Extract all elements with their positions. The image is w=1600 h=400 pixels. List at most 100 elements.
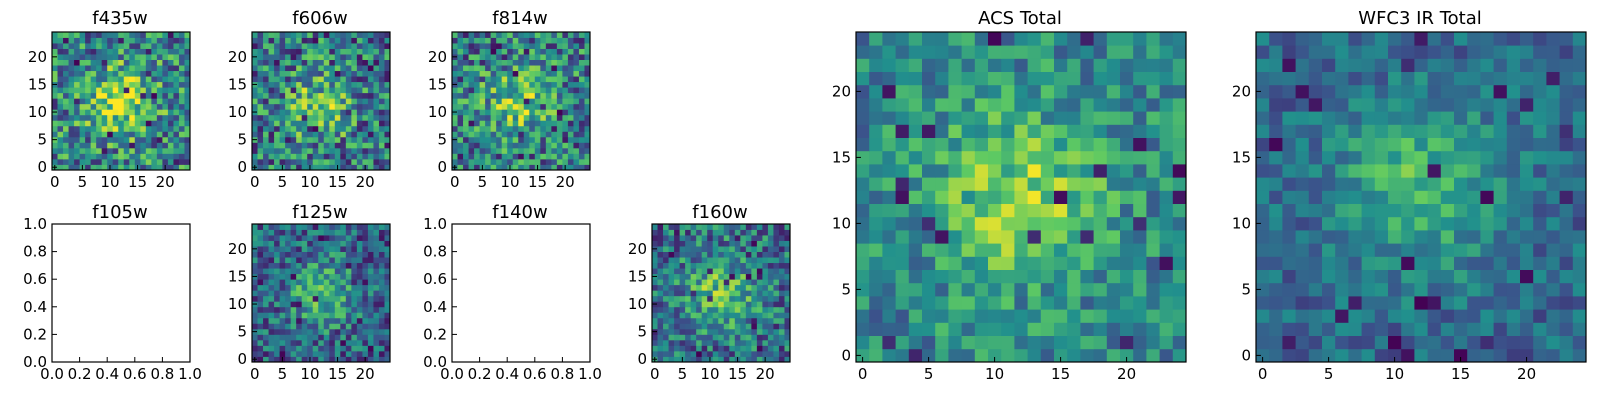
heatmap-cell — [1172, 296, 1187, 310]
heatmap-cell — [657, 345, 664, 352]
y-tick-label: 15 — [228, 267, 247, 285]
heatmap-cell — [1027, 124, 1042, 138]
heatmap-cell — [679, 251, 686, 258]
heatmap-cell — [290, 164, 297, 171]
heatmap-cell — [718, 235, 725, 241]
heatmap-cell — [362, 317, 369, 324]
heatmap-cell — [1348, 230, 1362, 244]
heatmap-cell — [384, 109, 391, 116]
heatmap-cell — [1001, 164, 1015, 178]
heatmap-cell — [740, 229, 747, 236]
heatmap-cell — [356, 65, 363, 72]
heatmap-cell — [334, 43, 341, 49]
y-tick-label: 10 — [628, 295, 647, 313]
heatmap-cell — [1506, 177, 1521, 191]
heatmap-cell — [668, 290, 675, 297]
heatmap-cell — [1546, 309, 1560, 323]
heatmap-cell — [935, 269, 949, 284]
heatmap-cell — [1040, 150, 1055, 165]
heatmap-cell — [723, 306, 730, 313]
heatmap-cell — [334, 273, 341, 280]
heatmap-cell — [367, 251, 374, 258]
heatmap-cell — [279, 295, 286, 302]
heatmap-cell — [668, 268, 675, 275]
heatmap-cell — [1559, 84, 1574, 99]
heatmap-cell — [329, 301, 336, 308]
heatmap-cell — [307, 295, 314, 302]
heatmap-cell — [1120, 230, 1134, 244]
y-tick-label: 0 — [841, 346, 851, 364]
heatmap-cell — [479, 158, 486, 165]
heatmap-cell — [263, 268, 269, 275]
heatmap-cell — [452, 92, 458, 99]
heatmap-cell — [252, 306, 258, 313]
heatmap-cell — [312, 251, 319, 258]
heatmap-cell — [151, 59, 158, 66]
heatmap-cell — [140, 158, 147, 165]
heatmap-cell — [922, 71, 936, 86]
heatmap-cell — [518, 103, 525, 110]
heatmap-cell — [701, 339, 708, 346]
heatmap-cell — [1454, 164, 1468, 178]
heatmap-cell — [1295, 71, 1310, 86]
heatmap-cell — [501, 81, 508, 88]
heatmap-cell — [935, 309, 949, 323]
heatmap-cell — [523, 92, 530, 99]
heatmap-cell — [507, 114, 514, 121]
heatmap-cell — [145, 81, 152, 88]
heatmap-cell — [118, 70, 125, 77]
heatmap-cell — [729, 229, 736, 236]
heatmap-cell — [290, 142, 297, 149]
y-tick-label: 15 — [1232, 148, 1251, 166]
heatmap-cell — [301, 273, 308, 280]
heatmap-cell — [85, 120, 92, 127]
heatmap-cell — [922, 137, 936, 152]
heatmap-cell — [712, 257, 719, 264]
heatmap-cell — [685, 240, 692, 247]
heatmap-cell — [696, 246, 703, 252]
heatmap-cell — [895, 111, 910, 125]
heatmap-cell — [1256, 230, 1270, 244]
heatmap-cell — [334, 54, 341, 60]
heatmap-cell — [184, 70, 191, 77]
heatmap-cell — [573, 65, 580, 72]
heatmap-cell — [663, 224, 669, 230]
heatmap-cell — [679, 257, 686, 264]
heatmap-cell — [1374, 243, 1389, 257]
heatmap-cell — [318, 114, 325, 121]
heatmap-cell — [257, 164, 264, 171]
heatmap-cell — [318, 131, 325, 138]
heatmap-cell — [96, 158, 103, 165]
heatmap-cell — [252, 142, 258, 149]
heatmap-cell — [1388, 124, 1402, 138]
heatmap-cell — [718, 312, 725, 319]
x-tick-label: 15 — [328, 365, 347, 383]
heatmap-cell — [1133, 124, 1147, 138]
heatmap-cell — [296, 131, 303, 138]
heatmap-cell — [701, 235, 708, 241]
heatmap-cell — [68, 87, 75, 94]
heatmap-cell — [323, 164, 330, 171]
heatmap-cell — [562, 59, 569, 66]
heatmap-cell — [668, 235, 675, 241]
heatmap-cell — [1040, 269, 1055, 284]
heatmap-cell — [679, 279, 686, 286]
heatmap-cell — [1322, 256, 1336, 270]
heatmap-cell — [362, 339, 369, 346]
heatmap-cell — [657, 312, 664, 319]
heatmap-cell — [1001, 190, 1015, 204]
heatmap-cell — [63, 37, 69, 44]
heatmap-cell — [274, 350, 280, 357]
heatmap-cell — [1467, 177, 1481, 191]
heatmap-cell — [252, 37, 258, 44]
heatmap-cell — [263, 48, 269, 55]
heatmap-cell — [345, 235, 352, 241]
heatmap-cell — [1506, 111, 1521, 125]
heatmap-cell — [257, 257, 264, 264]
heatmap-cell — [151, 103, 158, 110]
heatmap-cell — [1388, 177, 1402, 191]
heatmap-cell — [318, 235, 325, 241]
heatmap-cell — [268, 142, 275, 149]
heatmap-cell — [90, 147, 97, 154]
heatmap-cell — [351, 103, 358, 110]
